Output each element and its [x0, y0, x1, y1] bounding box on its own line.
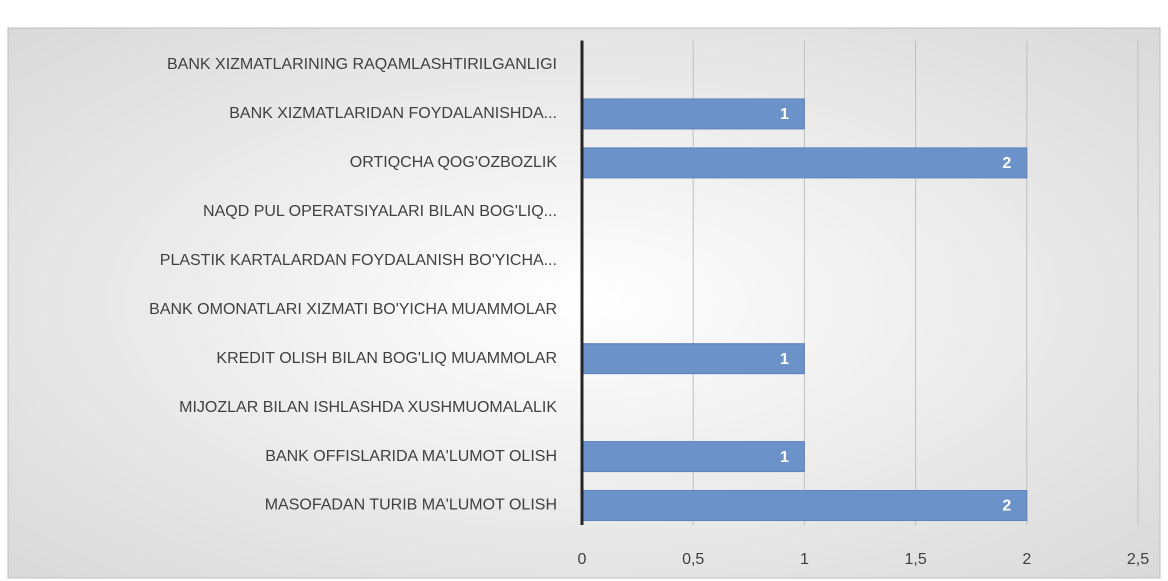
x-tick-label: 2,5 — [1127, 551, 1149, 568]
bar — [581, 490, 1028, 522]
bar — [581, 147, 1028, 179]
data-label: 2 — [1002, 498, 1011, 515]
category-label: BANK XIZMATLARIDAN FOYDALANISHDA... — [229, 105, 557, 122]
category-label: PLASTIK KARTALARDAN FOYDALANISH BO'YICHA… — [160, 252, 557, 269]
data-label: 2 — [1002, 155, 1011, 172]
category-label: MIJOZLAR BILAN ISHLASHDA XUSHMUOMALALIK — [179, 399, 557, 416]
category-label: ORTIQCHA QOG'OZBOZLIK — [350, 154, 558, 171]
category-label: BANK OMONATLARI XIZMATI BO'YICHA MUAMMOL… — [149, 301, 557, 318]
data-label: 1 — [780, 106, 789, 123]
x-tick-label: 0,5 — [682, 551, 704, 568]
data-label: 1 — [780, 449, 789, 466]
x-tick-label: 1 — [800, 551, 809, 568]
bar — [581, 441, 805, 473]
x-tick-label: 1,5 — [904, 551, 926, 568]
x-tick-label: 2 — [1022, 551, 1031, 568]
category-label: KREDIT OLISH BILAN BOG'LIQ MUAMMOLAR — [216, 350, 557, 367]
category-label: NAQD PUL OPERATSIYALARI BILAN BOG'LIQ... — [203, 203, 557, 220]
category-label: BANK OFFISLARIDA MA'LUMOT OLISH — [265, 448, 557, 465]
data-label: 1 — [780, 351, 789, 368]
category-label: MASOFADAN TURIB MA'LUMOT OLISH — [265, 497, 557, 514]
bar — [581, 98, 805, 130]
category-label: BANK XIZMATLARINING RAQAMLASHTIRILGANLIG… — [167, 56, 557, 73]
bar — [581, 343, 805, 375]
x-tick-label: 0 — [578, 551, 587, 568]
